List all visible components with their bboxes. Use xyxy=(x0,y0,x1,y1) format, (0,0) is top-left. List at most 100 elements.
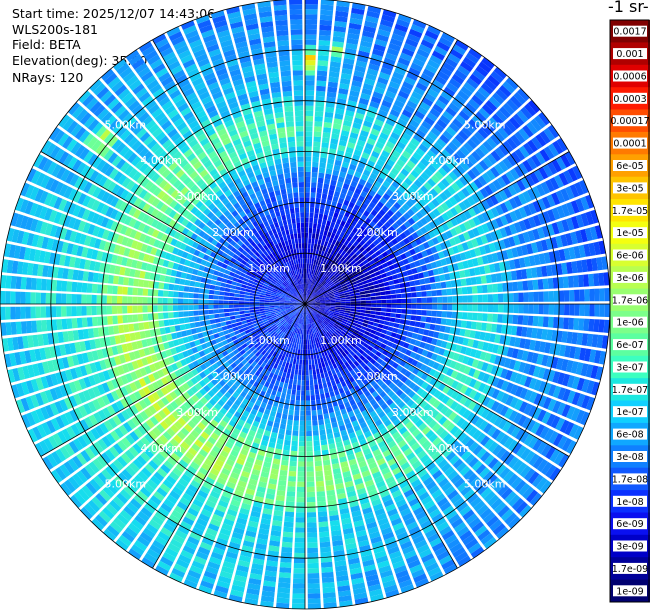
beta-gate xyxy=(367,105,378,114)
beta-gate xyxy=(469,330,476,339)
beta-gate xyxy=(564,421,575,436)
beta-gate xyxy=(561,203,571,217)
beta-gate xyxy=(307,593,321,599)
beta-gate xyxy=(346,271,352,276)
beta-gate xyxy=(537,198,547,211)
beta-gate xyxy=(339,332,345,338)
beta-gate xyxy=(434,75,447,86)
beta-gate xyxy=(461,242,469,251)
beta-gate xyxy=(410,286,417,292)
beta-gate xyxy=(370,128,380,137)
beta-gate xyxy=(332,169,340,176)
beta-gate xyxy=(407,173,417,183)
beta-gate xyxy=(346,242,353,249)
beta-gate xyxy=(340,305,346,308)
beta-gate xyxy=(426,290,432,297)
beta-gate xyxy=(469,249,477,258)
beta-gate xyxy=(366,10,380,19)
beta-gate xyxy=(403,237,411,245)
beta-gate xyxy=(467,207,477,217)
beta-gate xyxy=(319,317,324,322)
beta-gate xyxy=(339,83,350,90)
beta-gate xyxy=(307,542,318,548)
beta-gate xyxy=(459,176,469,186)
beta-gate xyxy=(467,295,473,303)
beta-gate xyxy=(305,141,312,147)
beta-gate xyxy=(508,259,516,270)
beta-gate xyxy=(421,304,427,310)
beta-gate xyxy=(377,188,385,197)
beta-gate xyxy=(479,266,486,275)
beta-gate xyxy=(397,13,412,23)
beta-gate xyxy=(319,255,323,262)
beta-gate xyxy=(346,206,353,213)
beta-gate xyxy=(312,293,317,298)
beta-gate xyxy=(416,347,424,355)
beta-gate xyxy=(349,251,355,257)
beta-gate xyxy=(387,85,399,95)
beta-gate xyxy=(335,283,342,288)
beta-gate xyxy=(317,292,323,297)
beta-gate xyxy=(362,322,368,328)
beta-gate xyxy=(317,177,324,184)
beta-gate xyxy=(306,461,314,467)
beta-gate xyxy=(372,322,379,327)
beta-gate xyxy=(317,358,321,364)
beta-gate xyxy=(487,284,493,293)
beta-gate xyxy=(400,85,412,95)
beta-gate xyxy=(492,304,499,313)
beta-gate xyxy=(386,308,392,313)
beta-gate xyxy=(294,552,305,559)
beta-gate xyxy=(354,312,361,316)
beta-gate xyxy=(354,265,361,271)
beta-gate xyxy=(452,352,460,361)
beta-gate xyxy=(325,236,330,243)
beta-gate xyxy=(305,354,308,360)
beta-gate xyxy=(584,304,590,317)
beta-gate xyxy=(424,223,432,232)
beta-gate xyxy=(293,353,297,360)
beta-gate xyxy=(300,405,305,411)
beta-gate xyxy=(362,334,369,339)
beta-gate xyxy=(411,298,417,303)
beta-gate xyxy=(327,86,338,93)
beta-gate xyxy=(439,325,446,333)
beta-gate xyxy=(369,289,376,293)
beta-gate xyxy=(435,244,443,252)
beta-gate xyxy=(369,100,380,109)
beta-gate xyxy=(315,100,325,107)
beta-gate xyxy=(314,460,322,467)
beta-gate xyxy=(401,150,412,160)
beta-gate xyxy=(311,405,317,411)
beta-gate xyxy=(400,335,407,342)
nrays-label: NRays: 120 xyxy=(12,70,84,85)
beta-gate xyxy=(340,73,352,80)
beta-gate xyxy=(317,511,328,518)
beta-gate xyxy=(432,268,439,276)
beta-gate xyxy=(492,444,503,456)
beta-gate xyxy=(354,256,360,262)
beta-gate xyxy=(396,141,406,150)
beta-gate xyxy=(497,484,509,497)
beta-gate xyxy=(411,232,419,240)
beta-gate xyxy=(389,109,401,118)
beta-gate xyxy=(557,372,566,385)
beta-gate xyxy=(317,218,323,225)
beta-gate xyxy=(357,282,363,287)
beta-gate xyxy=(480,234,489,245)
beta-gate xyxy=(334,281,340,286)
beta-gate xyxy=(406,399,415,408)
beta-gate xyxy=(566,202,575,216)
beta-gate xyxy=(314,116,323,122)
beta-gate xyxy=(293,374,298,380)
beta-gate xyxy=(520,176,531,189)
beta-gate xyxy=(458,406,467,417)
beta-gate xyxy=(347,27,361,35)
beta-gate xyxy=(277,433,285,440)
beta-gate xyxy=(347,318,354,322)
beta-gate xyxy=(524,450,536,464)
beta-gate xyxy=(315,259,319,266)
beta-gate xyxy=(531,186,541,199)
beta-gate xyxy=(323,122,332,128)
beta-gate xyxy=(376,274,383,280)
